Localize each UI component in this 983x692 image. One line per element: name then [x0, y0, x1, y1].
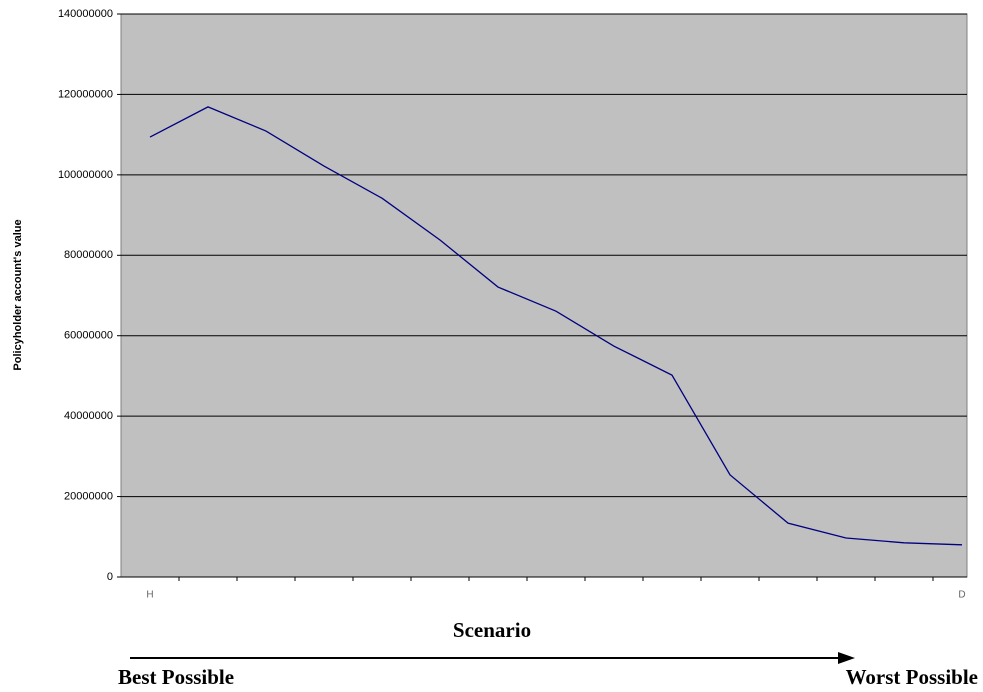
y-tick-label: 120000000 [58, 88, 113, 100]
y-tick-label: 20000000 [64, 490, 113, 502]
y-tick-label: 60000000 [64, 330, 113, 342]
worst-label: Worst Possible [846, 665, 978, 689]
x-tick-label: H [146, 590, 153, 601]
x-tick-label: D [958, 590, 965, 601]
x-axis-label: Scenario [453, 618, 531, 642]
y-tick-label: 80000000 [64, 249, 113, 261]
y-tick-label: 100000000 [58, 169, 113, 181]
plot-area [120, 13, 968, 578]
y-tick-label: 40000000 [64, 410, 113, 422]
y-axis-label: Policyholder account's value [12, 219, 24, 370]
data-line [149, 106, 963, 546]
y-tick-label: 0 [107, 571, 113, 583]
y-tick-label: 140000000 [58, 8, 113, 20]
arrow-head [838, 652, 855, 664]
best-label: Best Possible [118, 665, 234, 689]
